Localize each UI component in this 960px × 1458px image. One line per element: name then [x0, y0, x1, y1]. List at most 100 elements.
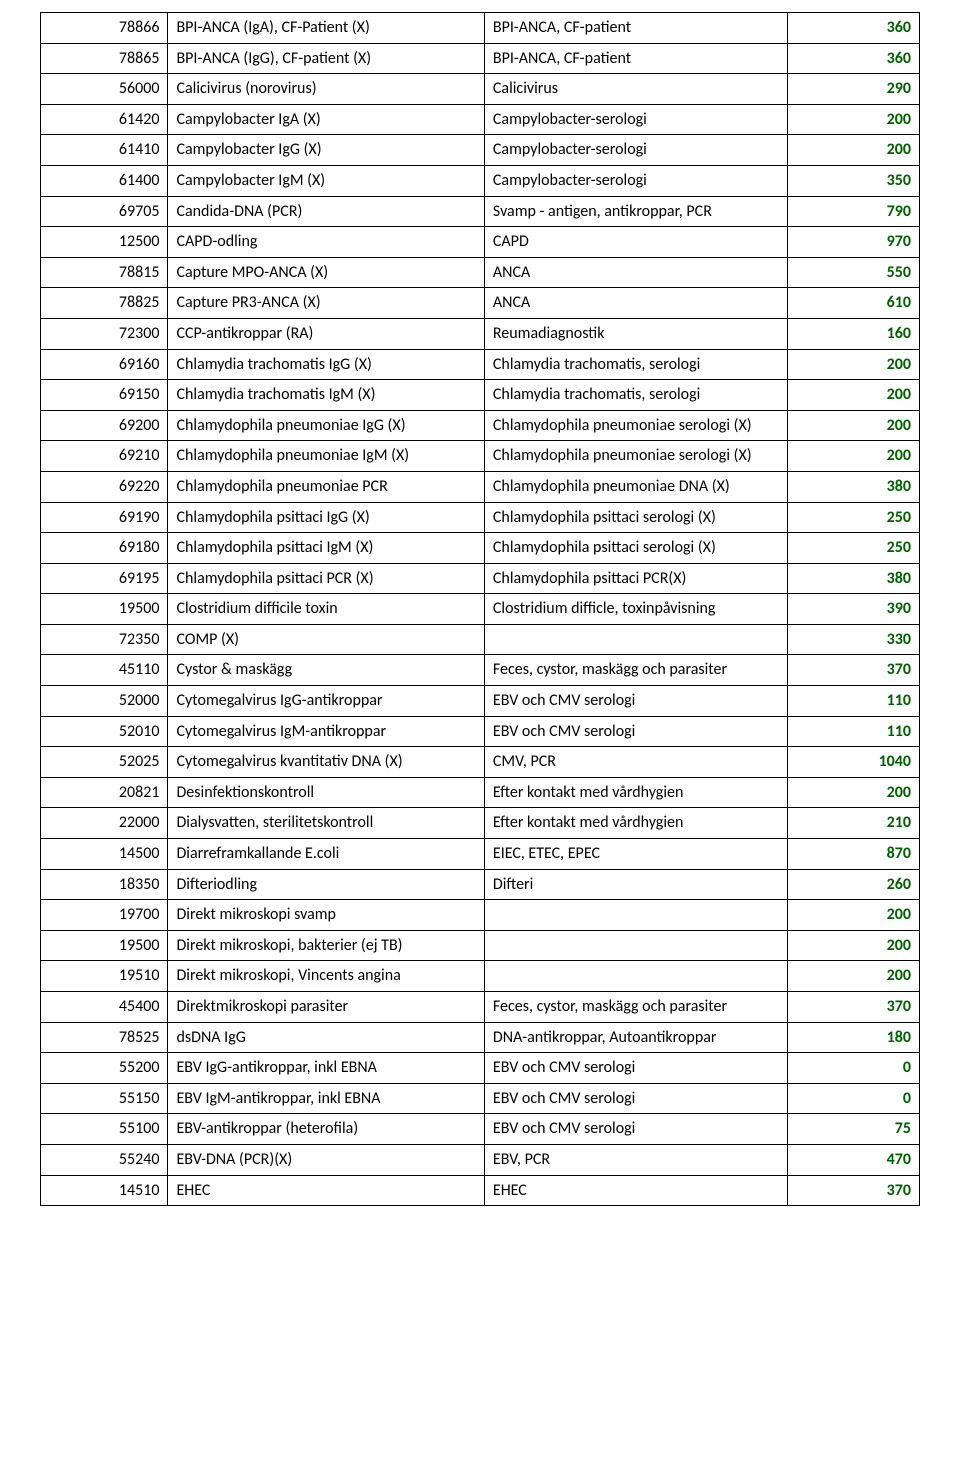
analysis-name: Desinfektionskontroll [168, 777, 484, 808]
analysis-name: Chlamydia trachomatis IgM (X) [168, 380, 484, 411]
table-row: 45400Direktmikroskopi parasiterFeces, cy… [41, 992, 920, 1023]
analysis-name: EBV IgM-antikroppar, inkl EBNA [168, 1083, 484, 1114]
analysis-name: Dialysvatten, sterilitetskontroll [168, 808, 484, 839]
analysis-price: 470 [788, 1144, 920, 1175]
table-row: 55150EBV IgM-antikroppar, inkl EBNAEBV o… [41, 1083, 920, 1114]
analysis-panel: Chlamydophila pneumoniae serologi (X) [484, 410, 787, 441]
analysis-price: 390 [788, 594, 920, 625]
analysis-price: 260 [788, 869, 920, 900]
analysis-panel: BPI-ANCA, CF-patient [484, 43, 787, 74]
analysis-panel: Campylobacter-serologi [484, 135, 787, 166]
analysis-code: 52000 [41, 686, 168, 717]
analysis-panel: ANCA [484, 257, 787, 288]
analysis-panel: Chlamydophila psittaci PCR(X) [484, 563, 787, 594]
analysis-panel: Campylobacter-serologi [484, 104, 787, 135]
analysis-panel: ANCA [484, 288, 787, 319]
analysis-name: EHEC [168, 1175, 484, 1206]
analysis-panel: Chlamydophila psittaci serologi (X) [484, 533, 787, 564]
analysis-name: CAPD-odling [168, 227, 484, 258]
analysis-name: Difteriodling [168, 869, 484, 900]
analysis-name: Chlamydophila psittaci IgM (X) [168, 533, 484, 564]
analysis-name: CCP-antikroppar (RA) [168, 318, 484, 349]
analysis-code: 69200 [41, 410, 168, 441]
table-row: 14510EHECEHEC370 [41, 1175, 920, 1206]
analysis-code: 55200 [41, 1053, 168, 1084]
analysis-name: Direktmikroskopi parasiter [168, 992, 484, 1023]
table-row: 61420Campylobacter IgA (X)Campylobacter-… [41, 104, 920, 135]
table-row: 69200Chlamydophila pneumoniae IgG (X)Chl… [41, 410, 920, 441]
analysis-code: 20821 [41, 777, 168, 808]
table-row: 19510Direkt mikroskopi, Vincents angina 2… [41, 961, 920, 992]
analysis-panel: Chlamydia trachomatis, serologi [484, 380, 787, 411]
analysis-name: Campylobacter IgA (X) [168, 104, 484, 135]
analysis-code: 69210 [41, 441, 168, 472]
analysis-price: 110 [788, 686, 920, 717]
analysis-code: 55100 [41, 1114, 168, 1145]
analysis-name: Chlamydophila pneumoniae IgM (X) [168, 441, 484, 472]
table-row: 19500Clostridium difficile toxinClostrid… [41, 594, 920, 625]
analysis-panel: DNA-antikroppar, Autoantikroppar [484, 1022, 787, 1053]
analysis-panel: EBV och CMV serologi [484, 686, 787, 717]
analysis-code: 78865 [41, 43, 168, 74]
analysis-name: Candida-DNA (PCR) [168, 196, 484, 227]
table-row: 78525dsDNA IgGDNA-antikroppar, Autoantik… [41, 1022, 920, 1053]
analysis-price: 200 [788, 961, 920, 992]
analysis-code: 14500 [41, 839, 168, 870]
analysis-code: 22000 [41, 808, 168, 839]
analysis-code: 78825 [41, 288, 168, 319]
analysis-panel: EBV och CMV serologi [484, 1053, 787, 1084]
analysis-name: Capture MPO-ANCA (X) [168, 257, 484, 288]
table-row: 78825Capture PR3-ANCA (X)ANCA610 [41, 288, 920, 319]
table-row: 61400Campylobacter IgM (X)Campylobacter-… [41, 165, 920, 196]
analysis-code: 52010 [41, 716, 168, 747]
analysis-name: Diarreframkallande E.coli [168, 839, 484, 870]
table-row: 14500Diarreframkallande E.coliEIEC, ETEC… [41, 839, 920, 870]
analysis-code: 61400 [41, 165, 168, 196]
analysis-price: 380 [788, 563, 920, 594]
analysis-price: 250 [788, 533, 920, 564]
analysis-price: 0 [788, 1053, 920, 1084]
table-row: 45110Cystor & maskäggFeces, cystor, mask… [41, 655, 920, 686]
analysis-panel: Chlamydophila psittaci serologi (X) [484, 502, 787, 533]
table-row: 72300CCP-antikroppar (RA)Reumadiagnostik… [41, 318, 920, 349]
analysis-panel: EBV, PCR [484, 1144, 787, 1175]
analysis-price: 790 [788, 196, 920, 227]
analysis-code: 12500 [41, 227, 168, 258]
analysis-code: 69220 [41, 471, 168, 502]
analysis-code: 18350 [41, 869, 168, 900]
table-row: 52010Cytomegalvirus IgM-antikropparEBV o… [41, 716, 920, 747]
analysis-price: 550 [788, 257, 920, 288]
analysis-name: Cytomegalvirus IgG-antikroppar [168, 686, 484, 717]
table-row: 69150Chlamydia trachomatis IgM (X)Chlamy… [41, 380, 920, 411]
analysis-code: 78866 [41, 13, 168, 44]
analysis-panel [484, 961, 787, 992]
table-body: 78866BPI-ANCA (IgA), CF-Patient (X)BPI-A… [41, 13, 920, 1206]
table-row: 12500CAPD-odlingCAPD970 [41, 227, 920, 258]
analysis-code: 14510 [41, 1175, 168, 1206]
analysis-price: 200 [788, 410, 920, 441]
analysis-price: 370 [788, 992, 920, 1023]
analysis-code: 78525 [41, 1022, 168, 1053]
analysis-panel: EHEC [484, 1175, 787, 1206]
table-row: 55240EBV-DNA (PCR)(X)EBV, PCR470 [41, 1144, 920, 1175]
analysis-code: 78815 [41, 257, 168, 288]
table-row: 19700Direkt mikroskopi svamp200 [41, 900, 920, 931]
analysis-name: Capture PR3-ANCA (X) [168, 288, 484, 319]
analysis-code: 19510 [41, 961, 168, 992]
analysis-price: 200 [788, 441, 920, 472]
analysis-price: 1040 [788, 747, 920, 778]
analysis-name: Clostridium difficile toxin [168, 594, 484, 625]
analysis-table: 78866BPI-ANCA (IgA), CF-Patient (X)BPI-A… [40, 12, 920, 1206]
analysis-code: 19500 [41, 594, 168, 625]
analysis-name: Direkt mikroskopi, Vincents angina [168, 961, 484, 992]
analysis-price: 180 [788, 1022, 920, 1053]
analysis-price: 380 [788, 471, 920, 502]
analysis-price: 200 [788, 104, 920, 135]
analysis-name: EBV IgG-antikroppar, inkl EBNA [168, 1053, 484, 1084]
analysis-panel: EIEC, ETEC, EPEC [484, 839, 787, 870]
analysis-name: COMP (X) [168, 624, 484, 655]
analysis-name: Campylobacter IgG (X) [168, 135, 484, 166]
analysis-name: Cytomegalvirus IgM-antikroppar [168, 716, 484, 747]
table-row: 52000Cytomegalvirus IgG-antikropparEBV o… [41, 686, 920, 717]
analysis-price: 210 [788, 808, 920, 839]
